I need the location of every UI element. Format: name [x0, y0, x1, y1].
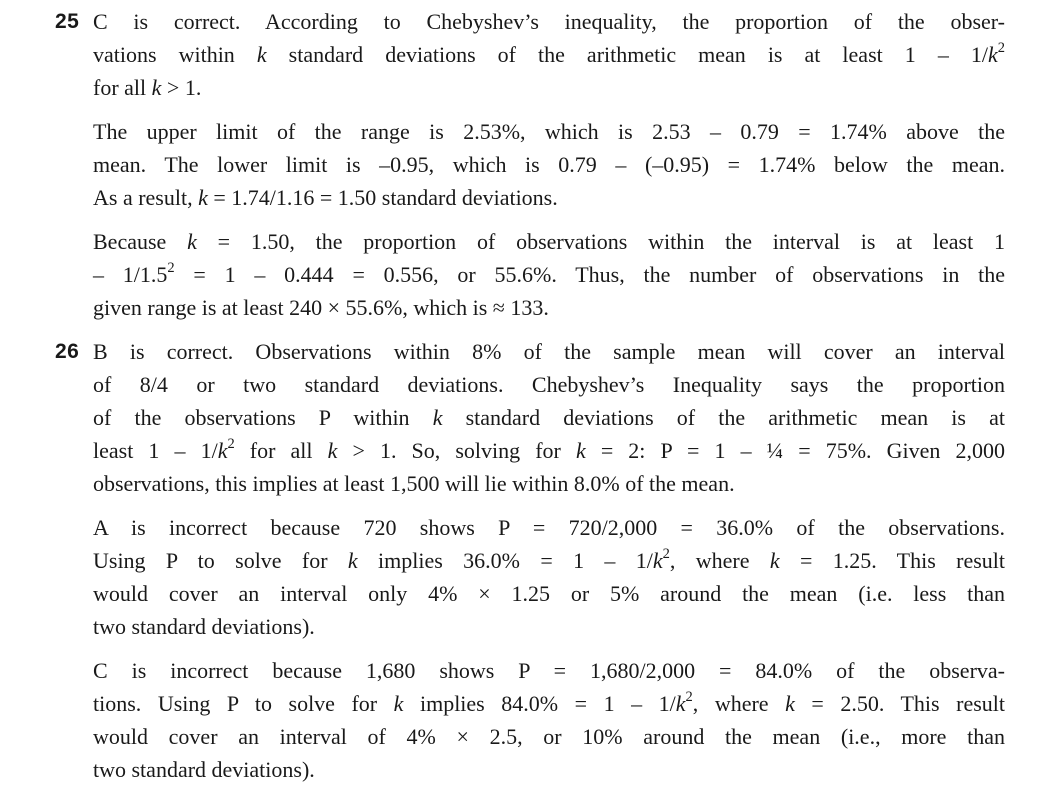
text-line: of the observations P within k standard …: [93, 405, 1005, 430]
item-number: 25: [55, 10, 80, 33]
text-line: mean. The lower limit is –0.95, which is…: [93, 152, 1005, 177]
answer-list: 25 C is correct. According to Chebyshev’s…: [55, 5, 1005, 786]
answer-item-25: 25 C is correct. According to Chebyshev’s…: [55, 5, 1005, 324]
item-number: 26: [55, 340, 80, 363]
solution-paragraph: A is incorrect because 720 shows P = 720…: [93, 511, 1005, 643]
text-line: Because k = 1.50, the proportion of obse…: [93, 229, 1005, 254]
answer-item-26: 26 B is correct. Observations within 8% o…: [55, 335, 1005, 786]
text-line: two standard deviations).: [93, 614, 315, 639]
text-line: would cover an interval only 4% × 1.25 o…: [93, 581, 1005, 606]
text-line: tions. Using P to solve for k implies 84…: [93, 689, 1006, 716]
solution-paragraph: C is incorrect because 1,680 shows P = 1…: [93, 654, 1005, 786]
solution-paragraph: B is correct. Observations within 8% of …: [93, 335, 1005, 500]
text-line: would cover an interval of 4% × 2.5, or …: [93, 724, 1005, 749]
text-line: Using P to solve for k implies 36.0% = 1…: [93, 546, 1006, 573]
solution-paragraph: The upper limit of the range is 2.53%, w…: [93, 115, 1005, 214]
text-line: given range is at least 240 × 55.6%, whi…: [93, 295, 549, 320]
item-body: C is correct. According to Chebyshev’s i…: [93, 5, 1005, 324]
item-body: B is correct. Observations within 8% of …: [93, 335, 1005, 786]
solution-paragraph: Because k = 1.50, the proportion of obse…: [93, 225, 1005, 324]
text-line: two standard deviations).: [93, 757, 315, 782]
text-line: B is correct. Observations within 8% of …: [93, 339, 1005, 364]
text-line: observations, this implies at least 1,50…: [93, 471, 735, 496]
text-line: of 8/4 or two standard deviations. Cheby…: [93, 372, 1005, 397]
text-line: As a result, k = 1.74/1.16 = 1.50 standa…: [93, 185, 558, 210]
text-line: vations within k standard deviations of …: [93, 40, 1005, 67]
text-line: – 1/1.52 = 1 – 0.444 = 0.556, or 55.6%. …: [93, 260, 1005, 287]
solution-paragraph: C is correct. According to Chebyshev’s i…: [93, 5, 1005, 104]
text-line: A is incorrect because 720 shows P = 720…: [93, 515, 1005, 540]
text-line: C is correct. According to Chebyshev’s i…: [93, 9, 1005, 34]
text-line: for all k > 1.: [93, 75, 202, 100]
text-line: C is incorrect because 1,680 shows P = 1…: [93, 658, 1005, 683]
text-line: The upper limit of the range is 2.53%, w…: [93, 119, 1005, 144]
text-line: least 1 – 1/k2 for all k > 1. So, solvin…: [93, 436, 1005, 463]
